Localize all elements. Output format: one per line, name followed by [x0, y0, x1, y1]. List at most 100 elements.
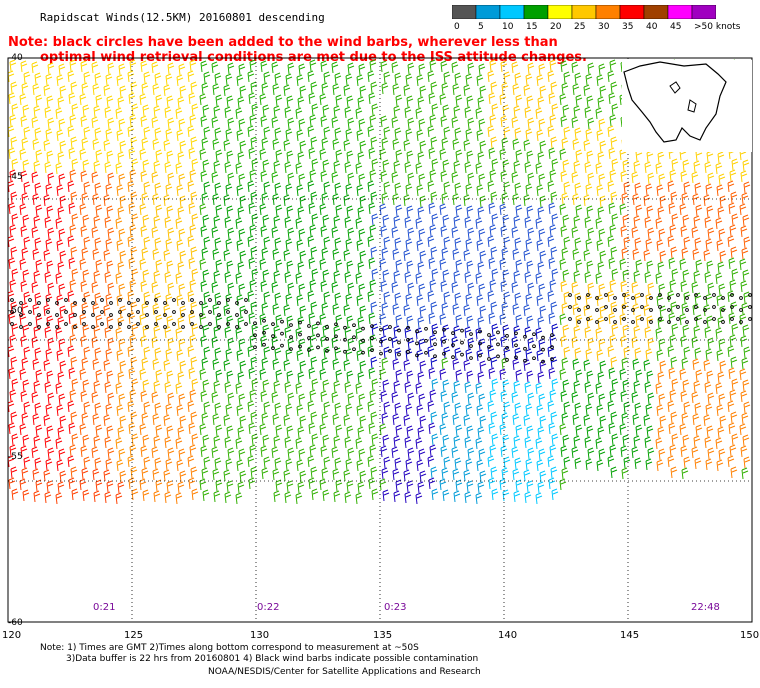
quality-circle — [262, 330, 266, 335]
wind-barb — [129, 59, 137, 72]
wind-barb — [645, 403, 653, 416]
quality-circle — [685, 296, 689, 300]
wind-barb — [224, 491, 232, 504]
wind-barb — [609, 279, 617, 292]
wind-barb — [153, 435, 161, 448]
wind-barb — [728, 257, 736, 270]
wind-barb — [274, 457, 282, 470]
wind-barb — [212, 193, 220, 206]
wind-barb — [141, 357, 149, 370]
quality-circle — [226, 298, 230, 302]
wind-barb — [623, 181, 631, 194]
wind-barb — [523, 249, 531, 262]
wind-barb — [463, 84, 471, 97]
quality-circle — [316, 333, 320, 338]
wind-barb — [11, 323, 19, 336]
wind-barb — [286, 425, 294, 438]
wind-barb — [117, 206, 125, 219]
wind-barb — [464, 106, 472, 119]
quality-circle — [388, 325, 392, 329]
wind-barb — [71, 103, 79, 116]
quality-circle — [415, 353, 419, 358]
wind-barb — [70, 81, 78, 94]
wind-barb — [80, 335, 88, 348]
quality-circle — [433, 342, 437, 347]
wind-barb — [416, 349, 424, 362]
wind-barb — [596, 184, 604, 197]
wind-barb — [405, 238, 413, 251]
wind-barb — [741, 467, 749, 480]
wind-barb — [83, 401, 91, 414]
wind-barb — [47, 282, 55, 295]
quality-circle — [46, 310, 50, 314]
wind-barb — [176, 74, 184, 87]
wind-barb — [163, 194, 171, 207]
wind-barb — [513, 380, 521, 393]
wind-barb — [215, 424, 223, 437]
wind-barb — [20, 390, 28, 403]
wind-barb — [392, 248, 400, 261]
wind-barb — [227, 392, 235, 405]
wind-barb — [574, 72, 582, 85]
wind-barb — [691, 391, 699, 404]
wind-barb — [730, 301, 738, 314]
wind-barb — [131, 103, 139, 116]
wind-barb — [407, 172, 415, 185]
quality-circle — [622, 293, 626, 297]
wind-barb — [730, 191, 738, 204]
wind-barb — [298, 118, 306, 131]
wind-barb — [670, 466, 678, 479]
wind-barb — [259, 313, 267, 326]
wind-barb — [286, 205, 294, 218]
wind-barb — [512, 138, 520, 151]
wind-barb — [58, 448, 66, 461]
wind-barb — [79, 313, 87, 326]
wind-barb — [223, 139, 231, 152]
wind-barb — [439, 258, 447, 271]
wind-barb — [623, 236, 631, 249]
quality-circle — [730, 293, 734, 297]
wind-barb — [311, 488, 319, 501]
wind-barb — [619, 203, 627, 216]
wind-barb — [551, 488, 559, 501]
wind-barb — [393, 490, 401, 503]
wind-barb — [719, 360, 727, 373]
wind-barb — [237, 261, 245, 274]
wind-barb — [643, 359, 651, 372]
wind-barb — [343, 359, 351, 372]
wind-barb — [35, 204, 43, 217]
wind-barb — [334, 72, 342, 85]
wind-barb — [82, 159, 90, 172]
wind-barb — [34, 402, 42, 415]
wind-barb — [343, 469, 351, 482]
wind-barb — [212, 248, 220, 261]
wind-barb — [236, 129, 244, 142]
wind-barb — [199, 148, 207, 161]
quality-circle — [424, 326, 428, 331]
wind-barb — [251, 378, 259, 391]
wind-barb — [22, 269, 30, 282]
wind-barb — [452, 193, 460, 206]
wind-barb — [296, 349, 304, 362]
wind-barb — [23, 236, 31, 249]
quality-circle — [235, 301, 239, 305]
wind-barb — [80, 445, 88, 458]
wind-barb — [92, 413, 100, 426]
wind-barb — [491, 213, 499, 226]
wind-barb — [370, 136, 378, 149]
wind-barb — [93, 270, 101, 283]
wind-barb — [535, 107, 543, 120]
wind-barb — [455, 479, 463, 492]
wind-barb — [501, 247, 509, 260]
scale-label: 10 — [502, 22, 514, 32]
wind-barb — [71, 378, 79, 391]
wind-barb — [562, 104, 570, 117]
wind-barb — [406, 205, 414, 218]
quality-circle — [523, 346, 527, 351]
tasmania-coastline — [622, 60, 752, 152]
wind-barb — [707, 172, 715, 185]
wind-barb — [706, 315, 714, 328]
wind-barb — [742, 214, 750, 227]
wind-barb — [717, 261, 725, 274]
wind-barb — [428, 367, 436, 380]
